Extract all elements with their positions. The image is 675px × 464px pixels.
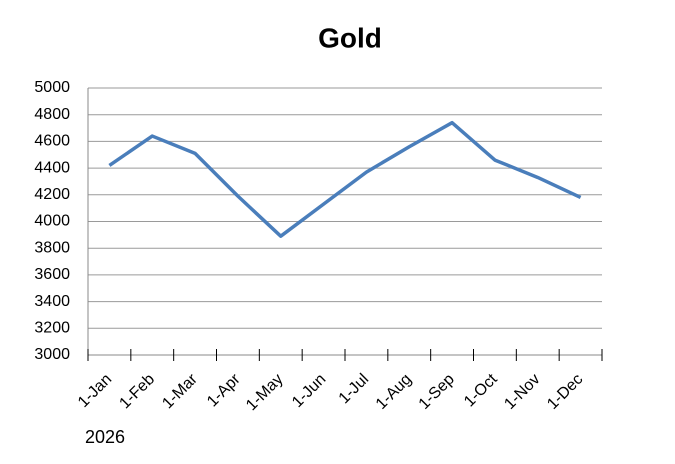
y-tick-label: 5000 xyxy=(34,79,70,96)
y-tick-label: 3800 xyxy=(34,239,70,256)
y-tick-label: 3400 xyxy=(34,293,70,310)
line-series xyxy=(108,120,582,238)
y-tick-label: 4600 xyxy=(34,133,70,150)
year-note: 2026 xyxy=(85,427,125,447)
y-tick-label: 4400 xyxy=(34,159,70,176)
y-tick-label: 4000 xyxy=(34,213,70,230)
y-tick-label: 4200 xyxy=(34,186,70,203)
y-tick-label: 4800 xyxy=(34,106,70,123)
y-tick-label: 3600 xyxy=(34,266,70,283)
y-tick-label: 3000 xyxy=(34,346,70,363)
y-tick-label: 3200 xyxy=(34,320,70,337)
chart-title: Gold xyxy=(318,22,382,53)
